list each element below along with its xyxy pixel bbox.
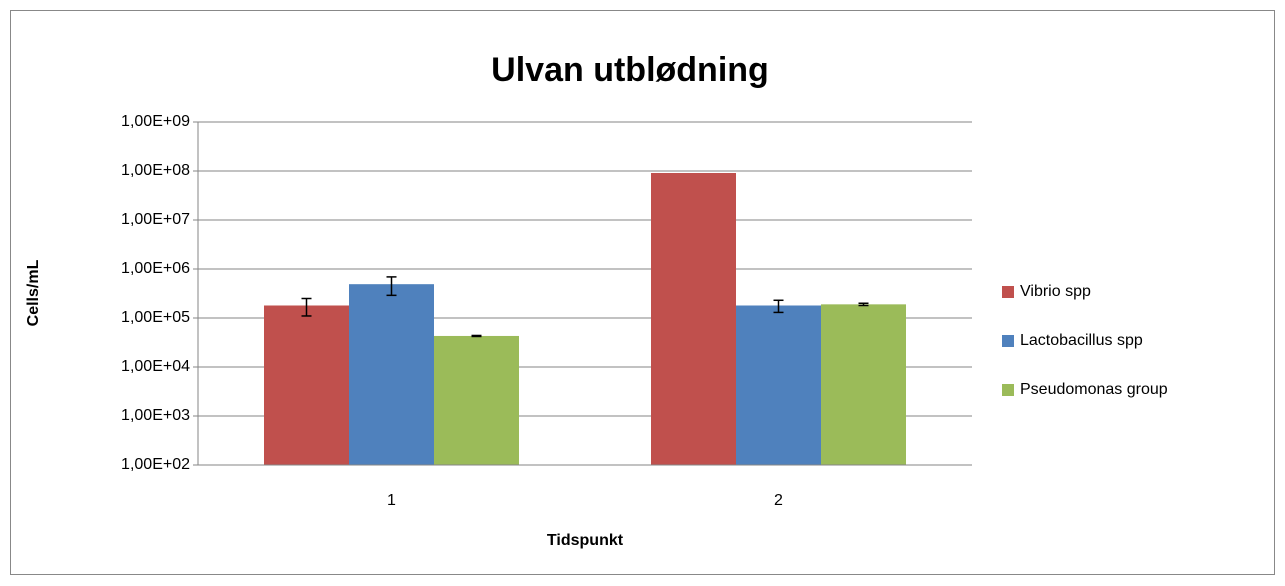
y-tick-label: 1,00E+03 [121, 407, 190, 424]
y-tick-label: 1,00E+07 [121, 211, 190, 228]
y-tick-label: 1,00E+09 [121, 113, 190, 130]
y-tick-label: 1,00E+02 [121, 456, 190, 473]
legend-label: Pseudomonas group [1020, 381, 1168, 398]
legend-swatch [1002, 286, 1014, 298]
legend-label: Vibrio spp [1020, 283, 1091, 300]
x-axis-label: Tidspunkt [547, 532, 624, 549]
bar [651, 173, 736, 466]
x-tick-label: 1 [387, 492, 396, 509]
legend-label: Lactobacillus spp [1020, 332, 1143, 349]
y-axis-label: Cells/mL [25, 259, 42, 326]
chart-frame [10, 10, 1275, 575]
bar [821, 304, 906, 465]
bar [736, 305, 821, 465]
y-tick-label: 1,00E+04 [121, 358, 190, 375]
error-bar [386, 276, 397, 297]
bar [434, 335, 519, 465]
legend-swatch [1002, 335, 1014, 347]
x-tick-label: 2 [774, 492, 783, 509]
chart-title: Ulvan utblødning [491, 51, 769, 89]
error-bar [301, 297, 312, 317]
bar [349, 284, 434, 465]
y-tick-label: 1,00E+06 [121, 260, 190, 277]
y-tick-label: 1,00E+08 [121, 162, 190, 179]
error-bar [858, 302, 869, 307]
error-bar [773, 299, 784, 314]
y-tick-label: 1,00E+05 [121, 309, 190, 326]
legend-swatch [1002, 384, 1014, 396]
error-bar [471, 334, 482, 338]
bar [264, 305, 349, 465]
